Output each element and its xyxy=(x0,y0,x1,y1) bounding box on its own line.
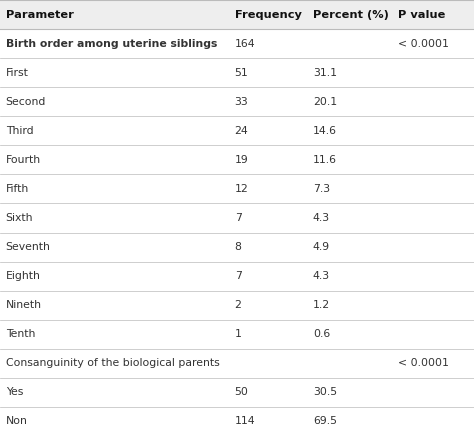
Text: Parameter: Parameter xyxy=(6,10,73,20)
Text: Frequency: Frequency xyxy=(235,10,301,20)
Text: 24: 24 xyxy=(235,126,248,136)
Text: 11.6: 11.6 xyxy=(313,155,337,165)
Text: Percent (%): Percent (%) xyxy=(313,10,389,20)
Text: 20.1: 20.1 xyxy=(313,97,337,107)
Text: P value: P value xyxy=(398,10,446,20)
Text: Eighth: Eighth xyxy=(6,271,41,281)
Text: 7.3: 7.3 xyxy=(313,184,330,194)
Text: 33: 33 xyxy=(235,97,248,107)
Text: Sixth: Sixth xyxy=(6,213,33,223)
Text: Seventh: Seventh xyxy=(6,242,51,252)
Text: Non: Non xyxy=(6,416,27,426)
Text: 19: 19 xyxy=(235,155,248,165)
Text: 7: 7 xyxy=(235,271,242,281)
Text: 4.3: 4.3 xyxy=(313,213,330,223)
Text: Yes: Yes xyxy=(6,388,23,397)
Text: 0.6: 0.6 xyxy=(313,329,330,339)
Text: 7: 7 xyxy=(235,213,242,223)
Text: 4.9: 4.9 xyxy=(313,242,330,252)
Text: 1.2: 1.2 xyxy=(313,300,330,310)
Text: 1: 1 xyxy=(235,329,242,339)
Text: Nineth: Nineth xyxy=(6,300,42,310)
Text: < 0.0001: < 0.0001 xyxy=(398,39,449,48)
Text: 114: 114 xyxy=(235,416,255,426)
Text: Fourth: Fourth xyxy=(6,155,41,165)
Text: Tenth: Tenth xyxy=(6,329,35,339)
Text: 2: 2 xyxy=(235,300,242,310)
Text: Third: Third xyxy=(6,126,33,136)
Text: Birth order among uterine siblings: Birth order among uterine siblings xyxy=(6,39,217,48)
Text: Fifth: Fifth xyxy=(6,184,29,194)
Text: 4.3: 4.3 xyxy=(313,271,330,281)
Text: < 0.0001: < 0.0001 xyxy=(398,358,449,368)
Text: 14.6: 14.6 xyxy=(313,126,337,136)
Text: 51: 51 xyxy=(235,68,248,78)
Text: 164: 164 xyxy=(235,39,255,48)
Text: First: First xyxy=(6,68,28,78)
Bar xyxy=(0,0,474,29)
Text: Second: Second xyxy=(6,97,46,107)
Text: 69.5: 69.5 xyxy=(313,416,337,426)
Text: 12: 12 xyxy=(235,184,248,194)
Text: 50: 50 xyxy=(235,388,248,397)
Text: 31.1: 31.1 xyxy=(313,68,337,78)
Text: 8: 8 xyxy=(235,242,242,252)
Text: 30.5: 30.5 xyxy=(313,388,337,397)
Text: Consanguinity of the biological parents: Consanguinity of the biological parents xyxy=(6,358,219,368)
